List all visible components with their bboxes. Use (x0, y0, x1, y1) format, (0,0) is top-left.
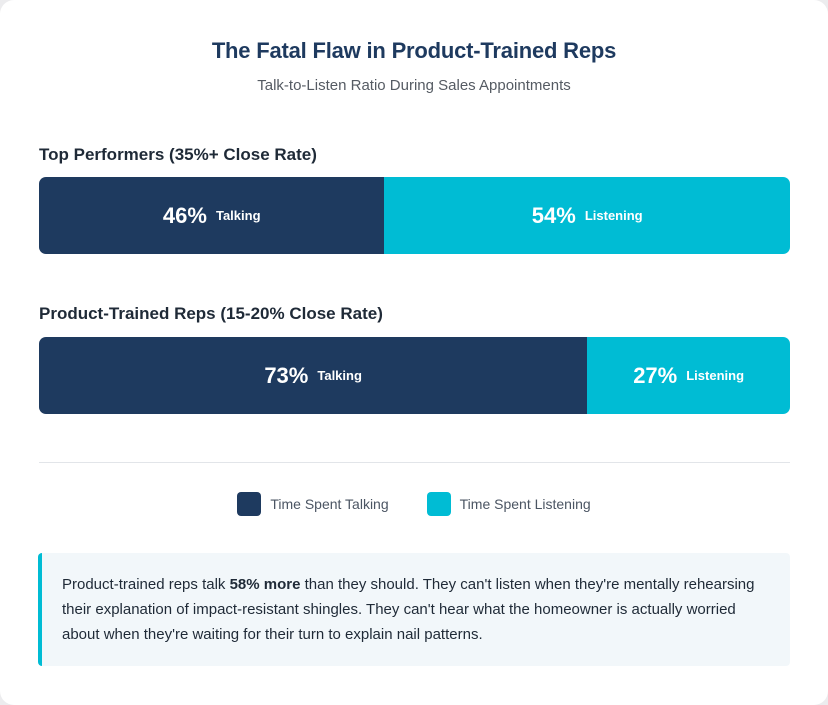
insight-emphasis: 58% more (229, 576, 301, 593)
legend-label-listening: Time Spent Listening (459, 496, 591, 512)
bar-segment-listening: 27% Listening (587, 337, 790, 414)
legend-item-listening: Time Spent Listening (426, 492, 591, 516)
data-label-talking-value: 46% (162, 202, 207, 228)
insight-callout: Product-trained reps talk 58% more than … (38, 553, 790, 666)
legend-swatch-listening (426, 492, 451, 516)
bar-segment-listening: 54% Listening (384, 177, 790, 254)
bar-product-trained: 73% Talking 27% Listening (39, 337, 790, 414)
chart-title: The Fatal Flaw in Product-Trained Reps (211, 38, 617, 63)
data-label-listening: Listening (584, 208, 643, 223)
legend: Time Spent Talking Time Spent Listening (0, 492, 828, 516)
data-label-talking: Talking (215, 208, 261, 223)
data-label-listening: Listening (686, 368, 745, 383)
bar-segment-talking: 73% Talking (39, 337, 588, 414)
legend-label-talking: Time Spent Talking (270, 496, 389, 512)
legend-swatch-talking (237, 492, 262, 516)
data-label-listening-value: 54% (531, 202, 576, 228)
divider (39, 462, 790, 463)
category-label-top-performers: Top Performers (35%+ Close Rate) (39, 145, 317, 164)
bar-segment-talking: 46% Talking (39, 177, 385, 254)
chart-subtitle: Talk-to-Listen Ratio During Sales Appoin… (257, 77, 571, 94)
insight-text-end: than they should. They can't listen when… (62, 576, 755, 643)
bar-top-performers: 46% Talking 54% Listening (39, 177, 790, 254)
data-label-listening-value: 27% (633, 362, 678, 388)
insight-text-start: Product-trained reps talk (62, 576, 230, 593)
legend-item-talking: Time Spent Talking (237, 492, 389, 516)
data-label-talking-value: 73% (264, 362, 309, 388)
category-label-product-trained: Product-Trained Reps (15-20% Close Rate) (39, 304, 383, 323)
data-label-talking: Talking (317, 368, 362, 383)
